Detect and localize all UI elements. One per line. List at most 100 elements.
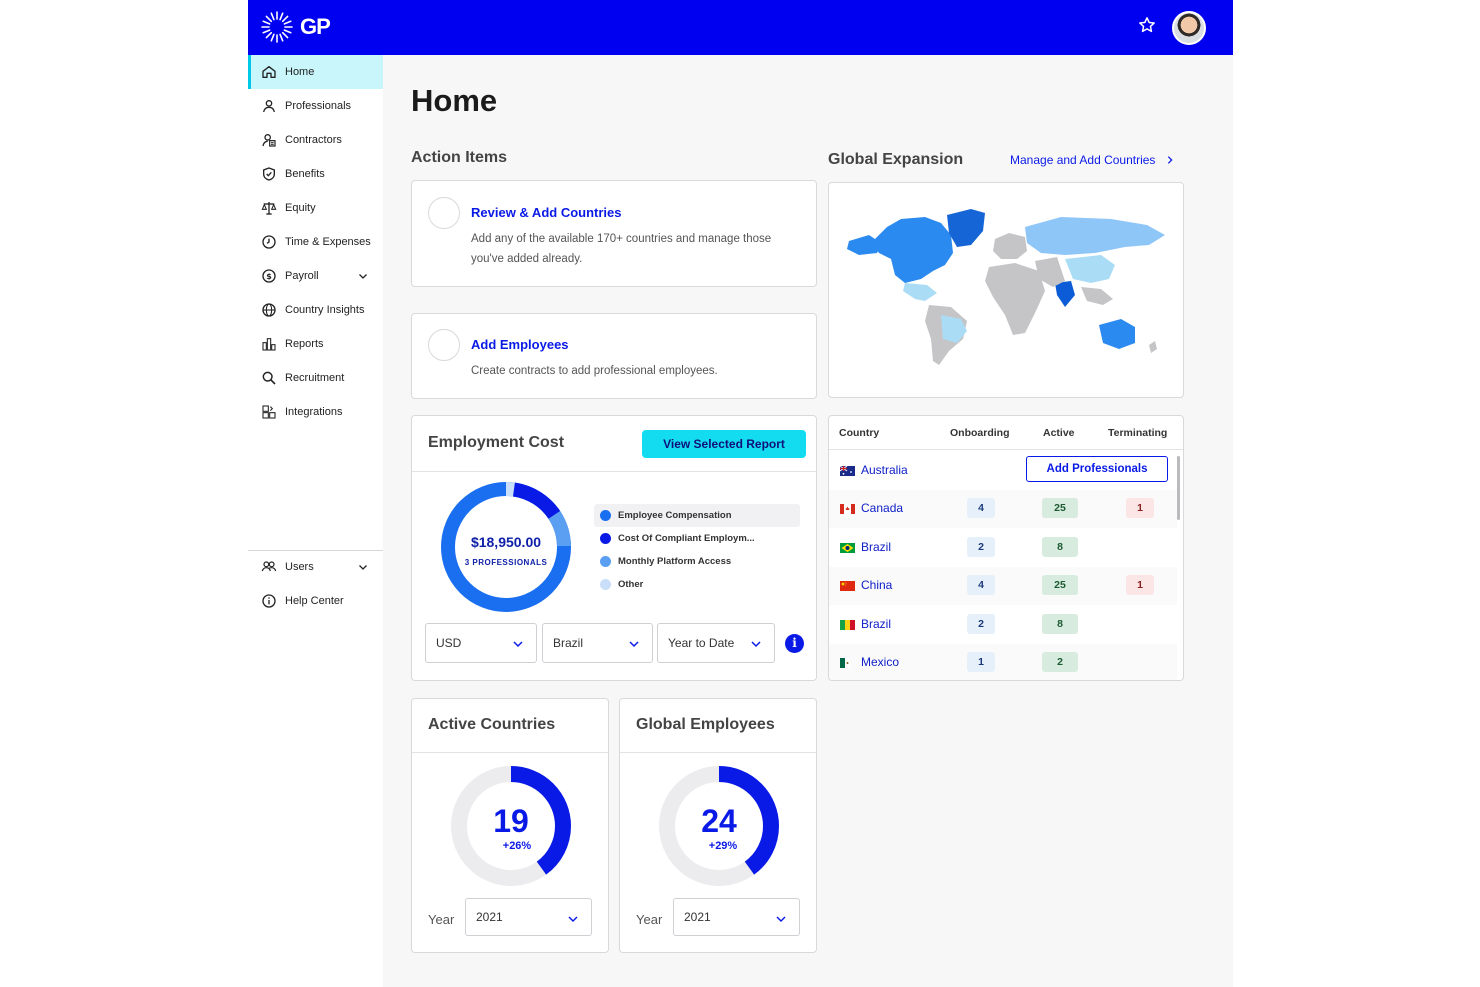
- sidebar-item-integrations[interactable]: Integrations: [248, 395, 383, 429]
- manage-countries-link-label[interactable]: Manage and Add Countries: [1010, 153, 1156, 167]
- legend-dot: [600, 579, 611, 590]
- column-header-country[interactable]: Country: [839, 427, 880, 439]
- onboarding-count: 4: [967, 498, 995, 518]
- action-items-title: Action Items: [411, 149, 508, 166]
- action-item-title[interactable]: Review & Add Countries: [471, 205, 622, 220]
- legend-item[interactable]: Monthly Platform Access: [594, 550, 800, 573]
- country-select[interactable]: Brazil: [542, 623, 653, 663]
- clock-icon: [262, 235, 276, 249]
- map-region-china[interactable]: [1065, 255, 1115, 283]
- sidebar-item-label: Payroll: [285, 270, 319, 282]
- chevron-down-icon[interactable]: [357, 561, 369, 573]
- column-header-onboarding[interactable]: Onboarding: [950, 427, 1010, 439]
- sidebar-item-time-expenses[interactable]: Time & Expenses: [248, 225, 383, 259]
- map-region-brazil[interactable]: [941, 315, 967, 343]
- global-employees-header: Global Employees: [620, 699, 816, 753]
- map-region-africa[interactable]: [985, 263, 1045, 335]
- chevron-down-icon: [568, 916, 578, 923]
- table-row[interactable]: Brazil 2 8: [829, 529, 1177, 567]
- table-row[interactable]: Canada 4 25 1: [829, 490, 1177, 528]
- chevron-down-icon: [513, 641, 523, 648]
- sidebar-item-contractors[interactable]: Contractors: [248, 123, 383, 157]
- logo[interactable]: GP: [260, 10, 331, 44]
- sidebar-item-home[interactable]: Home: [248, 55, 383, 89]
- country-name[interactable]: Canada: [861, 501, 904, 515]
- country-name[interactable]: Australia: [861, 463, 908, 477]
- column-header-terminating[interactable]: Terminating: [1108, 427, 1168, 439]
- map-region-india[interactable]: [1055, 281, 1075, 307]
- legend-item[interactable]: Cost Of Compliant Employm...: [594, 527, 800, 550]
- currency-select[interactable]: USD: [425, 623, 537, 663]
- period-select[interactable]: Year to Date: [657, 623, 775, 663]
- action-item-checkbox[interactable]: [428, 197, 460, 229]
- users-icon: [261, 561, 277, 572]
- table-scrollbar[interactable]: [1177, 456, 1180, 520]
- sidebar-item-label: Recruitment: [285, 372, 345, 384]
- active-count: 2: [1042, 652, 1078, 672]
- column-header-active[interactable]: Active: [1043, 427, 1075, 439]
- action-item-review-countries[interactable]: Review & Add Countries Add any of the av…: [411, 180, 817, 287]
- table-row[interactable]: Australia Add Professionals: [829, 452, 1177, 490]
- map-region-greenland[interactable]: [947, 209, 985, 247]
- sidebar-item-professionals[interactable]: Professionals: [248, 89, 383, 123]
- global-employees-year-select[interactable]: 2021: [673, 898, 800, 936]
- manage-countries-link[interactable]: Manage and Add Countries: [1010, 153, 1175, 167]
- table-row[interactable]: Mexico 1 2: [829, 644, 1177, 680]
- active-countries-card: Active Countries 19 +26% Year 2021: [411, 698, 609, 953]
- table-row[interactable]: China 4 25 1: [829, 567, 1177, 605]
- map-region-southeast-asia[interactable]: [1081, 287, 1113, 305]
- map-region-new-zealand[interactable]: [1149, 341, 1157, 353]
- sidebar-item-label: Equity: [285, 202, 316, 214]
- sidebar-item-recruitment[interactable]: Recruitment: [248, 361, 383, 395]
- reports-icon: [262, 338, 276, 351]
- sidebar-item-equity[interactable]: Equity: [248, 191, 383, 225]
- map-region-mexico[interactable]: [903, 283, 937, 301]
- legend-item[interactable]: Employee Compensation: [594, 504, 800, 527]
- currency-value: USD: [436, 636, 462, 650]
- legend-label: Cost Of Compliant Employm...: [618, 533, 755, 544]
- map-region-russia[interactable]: [1025, 217, 1165, 255]
- active-countries-year-select[interactable]: 2021: [465, 898, 592, 936]
- map-region-middle-east[interactable]: [1035, 257, 1065, 287]
- legend-item[interactable]: Other: [594, 573, 800, 596]
- legend-dot: [600, 533, 611, 544]
- sidebar-item-help-center[interactable]: Help Center: [248, 584, 383, 618]
- view-selected-report-button[interactable]: View Selected Report: [642, 430, 806, 458]
- sidebar-item-reports[interactable]: Reports: [248, 327, 383, 361]
- sidebar-item-label: Benefits: [285, 168, 325, 180]
- action-item-title[interactable]: Add Employees: [471, 337, 569, 352]
- star-icon[interactable]: [1138, 16, 1156, 34]
- map-region-alaska[interactable]: [847, 235, 881, 255]
- sidebar-item-benefits[interactable]: Benefits: [248, 157, 383, 191]
- country-name[interactable]: Brazil: [861, 540, 892, 554]
- action-item-description: Create contracts to add professional emp…: [471, 365, 718, 377]
- chevron-down-icon[interactable]: [357, 270, 369, 282]
- map-region-europe[interactable]: [993, 233, 1027, 259]
- sidebar-item-users[interactable]: Users: [248, 550, 383, 584]
- global-employees-change: +29%: [708, 840, 738, 852]
- scale-icon: [261, 202, 277, 215]
- page-title: Home: [411, 83, 498, 118]
- info-icon[interactable]: i: [785, 634, 804, 653]
- add-professionals-button[interactable]: Add Professionals: [1026, 456, 1168, 482]
- home-icon: [262, 66, 276, 78]
- sidebar-divider: [248, 550, 383, 551]
- sidebar-item-country-insights[interactable]: Country Insights: [248, 293, 383, 327]
- country-name[interactable]: China: [861, 578, 893, 592]
- active-countries-header: Active Countries: [412, 699, 608, 753]
- employment-cost-donut: [441, 482, 571, 612]
- sidebar-item-label: Time & Expenses: [285, 236, 371, 248]
- sidebar-item-payroll[interactable]: $ Payroll: [248, 259, 383, 293]
- map-region-australia[interactable]: [1099, 319, 1135, 349]
- country-value: Brazil: [553, 636, 584, 650]
- action-item-add-employees[interactable]: Add Employees Create contracts to add pr…: [411, 313, 817, 399]
- action-item-checkbox[interactable]: [428, 329, 460, 361]
- map-region-north-america[interactable]: [871, 217, 953, 283]
- active-count: 8: [1042, 537, 1078, 557]
- active-countries-change: +26%: [502, 840, 532, 852]
- table-row[interactable]: Brazil 2 8: [829, 606, 1177, 644]
- world-map[interactable]: [829, 183, 1185, 399]
- country-name[interactable]: Mexico: [861, 655, 900, 669]
- user-avatar[interactable]: [1172, 11, 1206, 45]
- country-name[interactable]: Brazil: [861, 617, 892, 631]
